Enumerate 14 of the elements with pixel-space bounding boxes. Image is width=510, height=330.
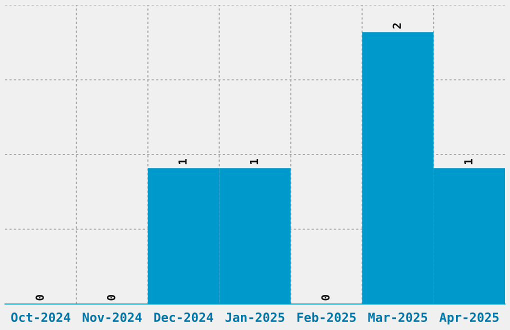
x-tick-label: Nov-2024 <box>82 312 142 322</box>
data-label: 1 <box>464 158 472 164</box>
x-tick-label: Jan-2025 <box>226 312 284 322</box>
data-label: 1 <box>250 158 258 164</box>
data-label: 2 <box>392 23 401 29</box>
x-tick-label: Mar-2025 <box>368 312 428 322</box>
x-tick-label: Apr-2025 <box>439 312 499 324</box>
x-tick-label: Oct-2024 <box>11 312 70 322</box>
data-label: 0 <box>36 294 44 300</box>
x-tick-label: Feb-2025 <box>297 312 356 322</box>
data-label: 1 <box>178 158 187 164</box>
data-label: 0 <box>321 294 330 300</box>
x-tick-label: Dec-2024 <box>154 312 214 322</box>
data-label: 0 <box>106 294 116 300</box>
